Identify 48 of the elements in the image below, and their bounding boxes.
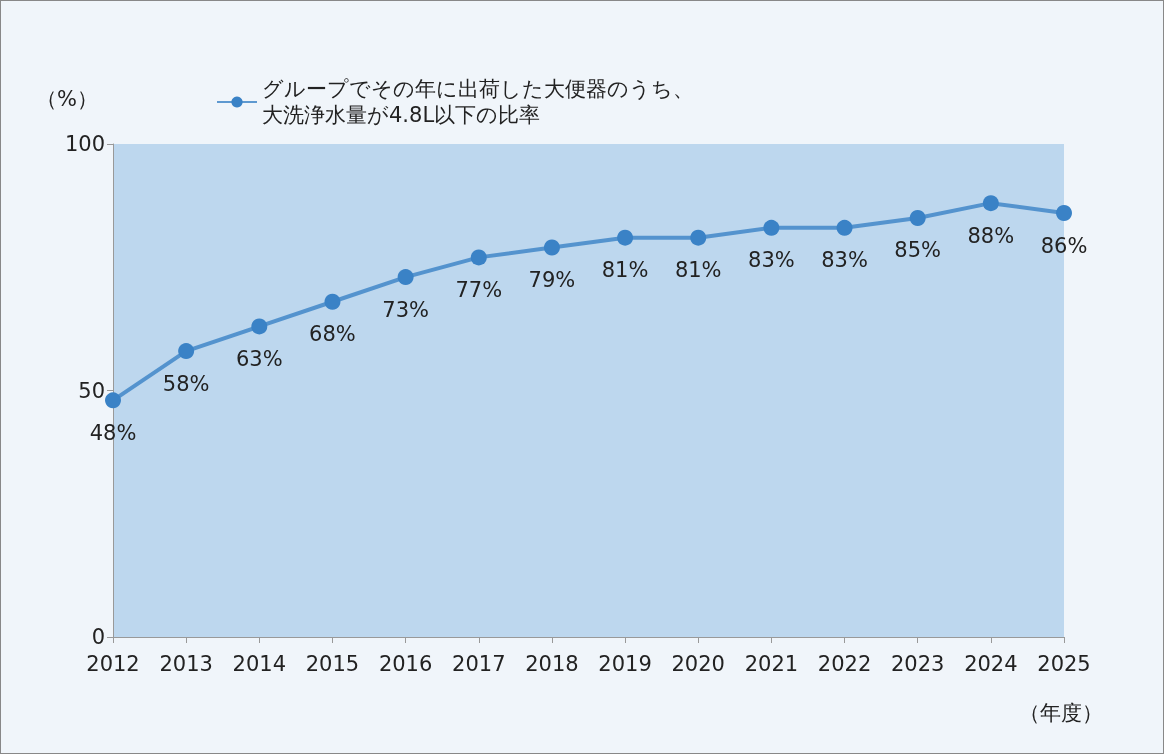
point [251, 318, 268, 335]
data-label: 83% [821, 248, 868, 273]
x-tick-label: 2017 [452, 651, 506, 676]
data-label: 81% [674, 258, 722, 283]
x-tick-label: 2014 [232, 651, 287, 676]
x-axis-title: （年度） [1019, 700, 1103, 725]
data-label: 79% [528, 268, 576, 293]
point [763, 219, 780, 236]
data-label: 86% [1040, 233, 1088, 258]
point [397, 269, 414, 286]
data-label: 48% [89, 420, 137, 445]
x-tick-label: 2012 [86, 651, 140, 676]
y-tick-label: 100 [64, 132, 105, 156]
x-tick-label: 2016 [378, 651, 433, 676]
data-label: 73% [382, 297, 429, 322]
data-label: 88% [967, 223, 1015, 248]
point [1056, 205, 1072, 222]
x-tick-label: 2019 [598, 651, 652, 676]
x-tick-label: 2021 [744, 651, 799, 676]
data-label: 68% [309, 322, 356, 347]
x-tick-label: 2025 [1037, 651, 1091, 676]
point [909, 209, 926, 226]
x-tick-label: 2023 [890, 651, 945, 676]
x-tick-label: 2022 [817, 651, 872, 676]
point [982, 195, 999, 212]
y-axis-title: （%） [36, 86, 98, 111]
data-label: 85% [894, 238, 942, 263]
y-tick-label: 50 [78, 378, 105, 403]
point [836, 219, 853, 236]
point [324, 293, 341, 310]
x-tick-label: 2020 [671, 651, 725, 676]
data-label: 81% [601, 258, 649, 283]
point [690, 229, 707, 246]
point [543, 239, 560, 256]
data-label: 77% [455, 277, 503, 302]
point [105, 392, 121, 409]
x-tick-label: 2018 [525, 651, 579, 676]
x-tick-label: 2024 [964, 651, 1018, 676]
data-label: 83% [748, 248, 795, 273]
point [617, 229, 634, 246]
y-tick-label: 0 [91, 625, 105, 649]
data-label: 58% [162, 371, 210, 396]
x-tick-label: 2015 [305, 651, 360, 676]
point [470, 249, 487, 266]
point [178, 343, 195, 360]
data-label: 63% [235, 346, 283, 371]
legend-label: グループでその年に出荷した大便器のうち、大洗浄水量が4.8L以下の比率 [262, 77, 694, 127]
x-tick-label: 2013 [159, 651, 213, 676]
